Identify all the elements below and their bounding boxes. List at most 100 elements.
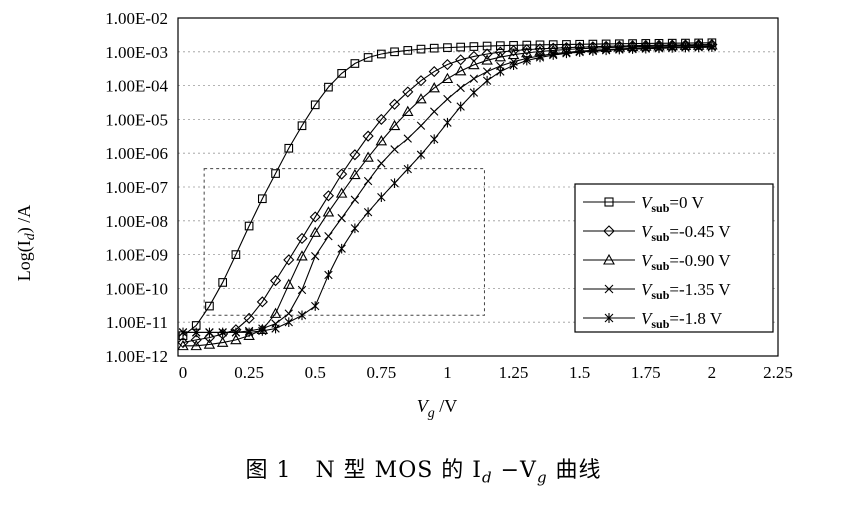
triangle-marker	[322, 206, 335, 217]
legend-items: Vsub=0 V Vsub=-0.45 V Vsub=-0.90 V Vsub=-1.…	[583, 193, 731, 331]
data-point	[416, 149, 426, 160]
x-tick-label: 0.5	[305, 363, 326, 382]
y-axis-title: Log(Id) /A	[14, 205, 38, 281]
diamond-marker	[243, 312, 255, 324]
data-point	[468, 50, 480, 62]
x-tick-label: 1.25	[499, 363, 529, 382]
data-point	[654, 43, 664, 54]
legend-label: Vsub=0 V	[641, 193, 704, 215]
asterisk-marker	[668, 43, 677, 53]
triangle-marker	[203, 338, 216, 349]
square-marker	[495, 41, 505, 51]
asterisk-marker	[604, 313, 614, 323]
data-point	[296, 250, 308, 261]
square-marker	[604, 197, 614, 207]
caption-dash: −V	[492, 458, 537, 483]
y-tick-label: 1.00E-09	[105, 246, 168, 265]
diamond-marker	[349, 149, 361, 161]
data-point	[362, 130, 374, 142]
data-point	[601, 45, 611, 56]
tick-label-layer: 1.00E-12 1.00E-11 1.00E-10 1.00E-09 1.00E-08…	[105, 9, 793, 382]
data-point	[271, 169, 280, 178]
data-point	[588, 46, 598, 56]
x-marker	[377, 159, 386, 168]
data-point	[428, 65, 440, 78]
diamond-marker	[388, 98, 401, 110]
data-point	[283, 254, 295, 266]
data-point	[628, 44, 637, 54]
x-tick-label: 1	[443, 363, 452, 382]
asterisk-marker	[271, 323, 280, 334]
legend: Vsub=0 V Vsub=-0.45 V Vsub=-0.90 V Vsub=-1.…	[574, 183, 774, 333]
data-point	[668, 43, 677, 53]
data-point	[430, 134, 439, 144]
data-point	[428, 82, 440, 93]
asterisk-marker	[178, 327, 188, 338]
data-point	[416, 44, 426, 54]
series-asterisk	[178, 42, 717, 338]
data-point	[456, 101, 465, 112]
data-point	[269, 307, 282, 318]
data-point	[322, 190, 335, 202]
triangle-marker	[230, 333, 242, 345]
triangle-marker	[190, 339, 202, 351]
data-point	[324, 82, 333, 92]
square-marker	[218, 278, 228, 287]
data-point	[441, 72, 454, 84]
legend-item: Vsub=-1.8 V	[583, 309, 723, 331]
diamond-marker	[190, 334, 202, 346]
data-point	[403, 164, 412, 174]
x-axis-title: Vg /V	[417, 396, 458, 421]
asterisk-marker	[231, 327, 241, 338]
data-point	[310, 100, 320, 110]
data-point	[403, 134, 412, 143]
y-tick-label: 1.00E-06	[105, 144, 168, 163]
data-point	[390, 145, 399, 154]
caption-figure-number: 图 1	[245, 458, 292, 483]
asterisk-marker	[522, 55, 531, 66]
data-point	[443, 117, 452, 128]
data-point	[244, 221, 254, 231]
data-point	[575, 47, 584, 57]
x-marker	[403, 134, 412, 143]
triangle-marker	[507, 48, 520, 60]
x-marker	[482, 67, 492, 76]
x-marker	[456, 83, 465, 93]
data-point	[203, 338, 216, 349]
asterisk-marker	[377, 192, 386, 202]
x-marker	[443, 94, 452, 104]
y-tick-label: 1.00E-11	[106, 313, 168, 332]
asterisk-marker	[443, 117, 452, 128]
data-point	[350, 195, 360, 204]
data-point	[521, 44, 533, 56]
data-point	[297, 285, 307, 295]
data-point	[641, 43, 650, 54]
x-tick-label: 1.75	[631, 363, 661, 382]
data-point	[349, 168, 361, 180]
triangle-marker	[494, 51, 507, 62]
zoom-region-box	[203, 168, 485, 316]
data-point	[390, 47, 399, 57]
square-marker	[456, 42, 466, 52]
asterisk-marker	[205, 327, 214, 338]
data-point	[362, 151, 374, 162]
x-marker	[284, 309, 293, 318]
diamond-marker	[256, 296, 268, 308]
data-point	[522, 55, 531, 66]
diamond-marker	[309, 211, 321, 223]
square-marker	[469, 42, 479, 51]
x-tick-label: 0	[179, 363, 188, 382]
triangle-marker	[283, 278, 295, 289]
data-point	[375, 135, 388, 146]
data-point	[231, 250, 241, 259]
data-point	[230, 333, 242, 345]
x-marker	[430, 107, 439, 116]
asterisk-marker	[297, 310, 307, 321]
diamond-marker	[362, 130, 374, 142]
data-point	[350, 59, 360, 68]
square-marker	[271, 169, 280, 178]
square-marker	[562, 40, 571, 49]
diamond-marker	[521, 44, 533, 56]
data-point	[218, 278, 228, 287]
diamond-marker	[296, 232, 308, 245]
